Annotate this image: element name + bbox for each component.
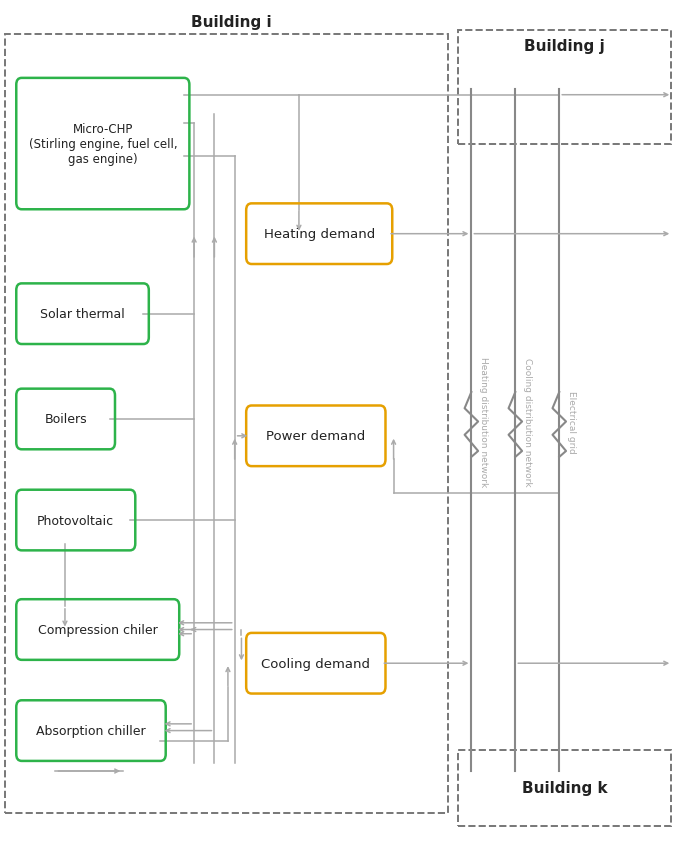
Text: Heating demand: Heating demand [263, 228, 375, 241]
Text: Building k: Building k [521, 781, 607, 795]
Text: Solar thermal: Solar thermal [40, 308, 125, 321]
Text: Building i: Building i [191, 15, 272, 30]
Text: Building j: Building j [524, 39, 605, 53]
Text: Power demand: Power demand [266, 430, 365, 443]
Text: Cooling demand: Cooling demand [261, 657, 370, 670]
Text: Cooling distribution network: Cooling distribution network [523, 358, 532, 486]
Text: Compression chiler: Compression chiler [38, 623, 158, 636]
Text: Absorption chiller: Absorption chiller [36, 724, 146, 737]
Text: Photovoltaic: Photovoltaic [37, 514, 114, 527]
Text: Boilers: Boilers [44, 413, 87, 426]
Text: Heating distribution network: Heating distribution network [479, 357, 488, 487]
Text: Micro-CHP
(Stirling engine, fuel cell,
gas engine): Micro-CHP (Stirling engine, fuel cell, g… [29, 123, 177, 166]
Text: Electrical grid: Electrical grid [567, 391, 576, 453]
